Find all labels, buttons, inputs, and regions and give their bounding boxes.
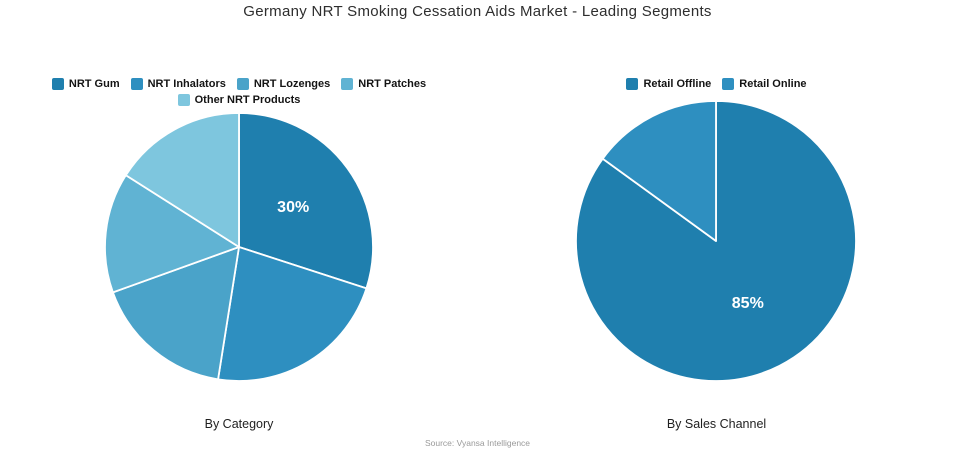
pie-slice-label-retail-offline: 85% [732,295,764,312]
legend-row: Retail Offline Retail Online [626,78,807,90]
page-title: Germany NRT Smoking Cessation Aids Marke… [243,3,712,20]
legend-item-nrt-patches: NRT Patches [341,78,426,90]
legend-label: NRT Gum [68,78,120,90]
pie-slice-nrt-lozenges [112,246,240,381]
legend-item-retail-online: Retail Online [722,78,807,90]
pie-slice-nrt-inhalators [217,246,368,382]
legend-by-sales-channel: Retail Offline Retail Online [478,78,955,90]
legend-row: Other NRT Products [177,94,301,106]
legend-item-nrt-gum: NRT Gum [51,78,120,90]
legend-label: Other NRT Products [194,94,301,106]
legend-swatch-icon [51,78,64,90]
pie-slice-retail-offline [575,100,857,382]
legend-item-retail-offline: Retail Offline [626,78,711,90]
pie-slice-retail-online [601,100,717,242]
legend-row: NRT Gum NRT Inhalators NRT Lozenges NRT … [51,78,426,90]
pie-chart-by-sales-channel: 85% [575,100,857,382]
legend-item-nrt-lozenges: NRT Lozenges [236,78,331,90]
pie-slice-other-nrt-products [124,112,240,248]
legend-label: NRT Inhalators [147,78,226,90]
legend-swatch-icon [130,78,143,90]
legend-label: Retail Online [739,78,807,90]
pie-chart-by-category: 30% [104,112,374,382]
legend-swatch-icon [341,78,354,90]
legend-swatch-icon [236,78,249,90]
legend-label: NRT Patches [358,78,427,90]
source-attribution: Source: Vyansa Intelligence [424,438,531,448]
legend-item-other-nrt-products: Other NRT Products [177,94,301,106]
caption-by-category: By Category [204,417,274,431]
pie-slice-nrt-gum [238,112,374,290]
legend-swatch-icon [177,94,190,106]
pie-slice-nrt-patches [104,174,240,294]
pie-slice-label-nrt-gum: 30% [277,199,309,216]
caption-by-sales-channel: By Sales Channel [666,417,767,431]
legend-swatch-icon [626,78,639,90]
legend-swatch-icon [722,78,735,90]
legend-label: NRT Lozenges [253,78,331,90]
legend-item-nrt-inhalators: NRT Inhalators [130,78,226,90]
legend-by-category: NRT Gum NRT Inhalators NRT Lozenges NRT … [0,78,478,106]
legend-label: Retail Offline [643,78,712,90]
